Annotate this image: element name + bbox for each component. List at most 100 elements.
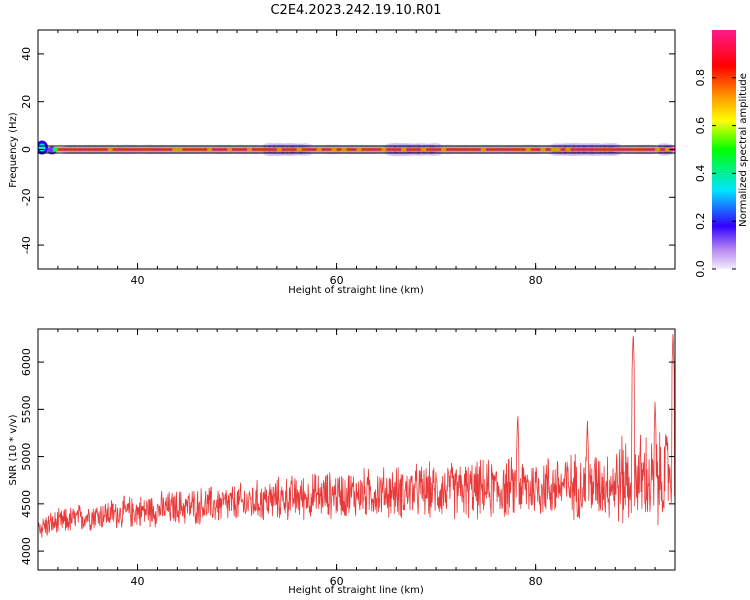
spectrogram-ridge-core <box>321 148 327 151</box>
spectrogram-ridge-core <box>202 148 208 151</box>
spectrogram-ridge-core <box>137 148 143 151</box>
spectrogram-ridge-core <box>520 148 526 151</box>
spectrogram-ridge-core <box>72 148 78 151</box>
spectrogram-ridge-core <box>341 148 347 151</box>
snr-y-tick-label: 5000 <box>20 443 33 471</box>
spectrogram-ridge-core <box>172 148 178 151</box>
spectrogram-ridge-core <box>311 148 317 151</box>
spectrogram-ridge-core <box>590 148 596 151</box>
spectrogram-ridge-core <box>212 148 218 151</box>
spectrogram-ridge-core <box>480 148 486 151</box>
spectrogram-ridge-core <box>232 148 238 151</box>
spectrogram-ridge-core <box>490 148 496 151</box>
spectrogram-ridge-core <box>102 148 108 151</box>
spectrogram-ridge-core <box>465 148 471 151</box>
spectrogram-ridge-core <box>266 148 272 151</box>
spectrogram-ridge-core <box>92 148 98 151</box>
spectrogram-ridge-core <box>281 148 287 151</box>
snr-x-tick-label: 40 <box>131 575 145 588</box>
snr-marks <box>38 333 675 538</box>
spectrogram-ridge-core <box>406 148 412 151</box>
spectrogram-ridge-core <box>451 148 457 151</box>
colorbar-label: Normalized spectral amplitude <box>738 73 749 227</box>
spectrogram-ridge-core <box>227 148 233 151</box>
spectrogram-ridge-core <box>371 148 377 151</box>
spectrogram-ridge-core <box>77 148 83 151</box>
spectrogram-ridge-core <box>127 148 133 151</box>
spectrogram-y-tick-label: -20 <box>20 188 33 206</box>
spectrogram-ridge-core <box>276 148 282 151</box>
colorbar-tick-label: 0.2 <box>694 212 707 230</box>
snr-panel: 40 60 80 4000 4500 5000 5500 6000 Height of str… <box>8 328 676 596</box>
colorbar-tick-label: 0.0 <box>694 260 707 278</box>
spectrogram-ridge-core <box>336 148 342 151</box>
spectrogram-ridge-core <box>147 148 153 151</box>
snr-y-tick-label: 6000 <box>20 348 33 376</box>
spectrogram-ridge-core <box>525 148 531 151</box>
spectrogram-ridge-core <box>261 148 267 151</box>
snr-y-tick-label: 4500 <box>20 490 33 518</box>
spectrogram-ridge-core <box>585 148 591 151</box>
spectrogram-ridge-core <box>251 148 257 151</box>
spectrogram-ridge-core <box>346 148 352 151</box>
spectrogram-ridge-core <box>67 148 73 151</box>
spectrogram-ridge-core <box>271 148 277 151</box>
spectrogram-ridge-core <box>605 148 611 151</box>
spectrogram-ridge-core <box>545 148 551 151</box>
spectrogram-ridge-core <box>401 148 407 151</box>
spectrogram-ridge-core <box>610 148 616 151</box>
spectrogram-y-label: Frequency (Hz) <box>8 112 19 188</box>
spectrogram-ridge-core <box>555 148 561 151</box>
spectrogram-panel: 40 60 80 -40 -20 0 20 40 Height of straight lin… <box>8 29 676 296</box>
spectrogram-ridge-core <box>635 148 641 151</box>
spectrogram-x-tick-label: 80 <box>529 274 543 287</box>
spectrogram-ridge-core <box>351 148 357 151</box>
spectrogram-ridge-core <box>256 148 262 151</box>
spectrogram-ridge-core <box>500 148 506 151</box>
spectrogram-ridge-core <box>187 148 193 151</box>
spectrogram-ridge-core <box>535 148 541 151</box>
spectrogram-ridge-core <box>665 148 671 151</box>
spectrogram-ridge-core <box>426 148 432 151</box>
spectrogram-ridge-core <box>580 148 586 151</box>
spectrogram-ridge-core <box>247 148 252 151</box>
colorbar-tick-label: 0.4 <box>694 165 707 183</box>
spectrogram-ridge-core <box>291 148 297 151</box>
spectrogram-x-label: Height of straight line (km) <box>288 285 424 296</box>
spectrogram-ridge-core <box>152 148 158 151</box>
colorbar-ticks: 0.0 0.2 0.4 0.6 0.8 <box>694 69 736 278</box>
spectrogram-ridge-core <box>510 148 516 151</box>
spectrogram-ridge-core <box>331 148 337 151</box>
spectrogram-ridge-core <box>122 148 128 151</box>
spectrogram-ridge-core <box>505 148 511 151</box>
spectrogram-ridge-core <box>192 148 198 151</box>
spectrogram-ridge-core <box>461 148 466 151</box>
spectrogram-ridge-core <box>366 148 372 151</box>
spectrogram-ridge-core <box>381 148 387 151</box>
spectrogram-ridge-core <box>361 148 367 151</box>
spectrogram-ridge-core <box>301 148 307 151</box>
spectrogram-ridge-core <box>431 148 437 151</box>
spectrogram-ridge-core <box>470 148 476 151</box>
spectrogram-ridge-core <box>446 148 452 151</box>
spectrogram-ridge-core <box>87 148 93 151</box>
spectrogram-ridge-core <box>157 148 163 151</box>
spectrogram-ridge-core <box>655 148 661 151</box>
spectrogram-ridge-core <box>441 148 447 151</box>
spectrogram-ridge-core <box>242 148 248 151</box>
spectrogram-ridge-core <box>650 148 656 151</box>
spectrogram-ridge-core <box>595 148 601 151</box>
spectrogram-ridge-core <box>177 148 183 151</box>
spectrogram-ridge-core <box>570 148 576 151</box>
spectrogram-ridge-core <box>640 148 646 151</box>
spectrogram-ridge-core <box>376 148 382 151</box>
spectrogram-ridge-core <box>620 148 626 151</box>
spectrogram-ridge-core <box>615 148 621 151</box>
snr-y-tick-label: 5500 <box>20 395 33 423</box>
spectrogram-ridge-core <box>162 148 168 151</box>
spectrogram-ridge-core <box>550 148 556 151</box>
spectrogram-y-tick-label: 0 <box>20 146 33 153</box>
spectrogram-ridge-core <box>630 148 636 151</box>
spectrogram-ridge-core <box>396 148 402 151</box>
spectrogram-ridge-core <box>237 148 243 151</box>
